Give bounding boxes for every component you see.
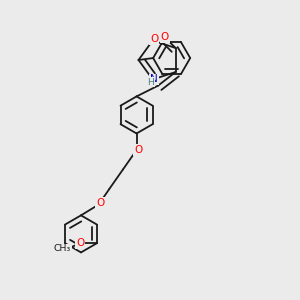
Text: O: O xyxy=(134,145,142,155)
Text: CH₃: CH₃ xyxy=(54,244,71,253)
Text: H: H xyxy=(147,78,154,87)
Text: O: O xyxy=(96,198,104,208)
Text: O: O xyxy=(161,32,169,42)
Text: O: O xyxy=(150,34,158,44)
Text: O: O xyxy=(76,238,85,248)
Text: N: N xyxy=(150,74,158,85)
